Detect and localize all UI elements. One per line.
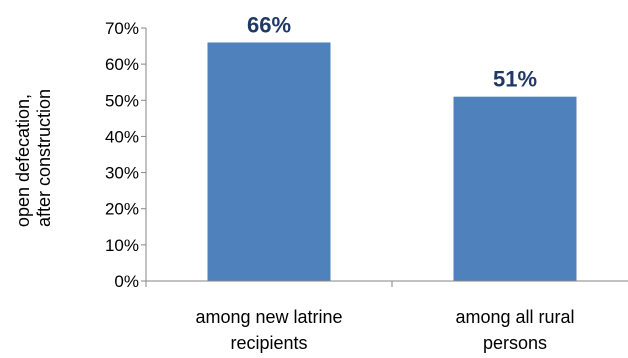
y-tick-label: 0%	[114, 272, 139, 291]
y-axis-title-line-1: open defecation,	[13, 94, 33, 227]
y-tick-label: 70%	[105, 19, 139, 38]
y-tick-label: 10%	[105, 236, 139, 255]
y-tick-label: 40%	[105, 127, 139, 146]
axes	[141, 27, 628, 287]
svg-text:open defecation, after c: open defecation, after construction	[13, 89, 54, 227]
data-labels: 66% 51%	[247, 12, 537, 91]
y-tick-label: 20%	[105, 200, 139, 219]
y-axis-title-line-2: after construction	[34, 89, 54, 227]
category-label: among new latrine recipients	[195, 307, 342, 353]
bar	[207, 42, 331, 282]
y-axis-title: open defecation, after construction	[13, 89, 54, 227]
category-labels: among new latrine recipients among all rur…	[195, 307, 574, 353]
y-tick-label: 30%	[105, 164, 139, 183]
data-label: 66%	[247, 12, 291, 37]
bar	[453, 96, 577, 282]
category-label: among all rural persons	[455, 307, 574, 353]
y-tick-label: 60%	[105, 55, 139, 74]
data-label: 51%	[493, 67, 537, 92]
y-tick-labels: 0% 10% 20% 30% 40% 50% 60% 70%	[105, 19, 139, 291]
y-tick-label: 50%	[105, 91, 139, 110]
bars	[207, 42, 577, 282]
